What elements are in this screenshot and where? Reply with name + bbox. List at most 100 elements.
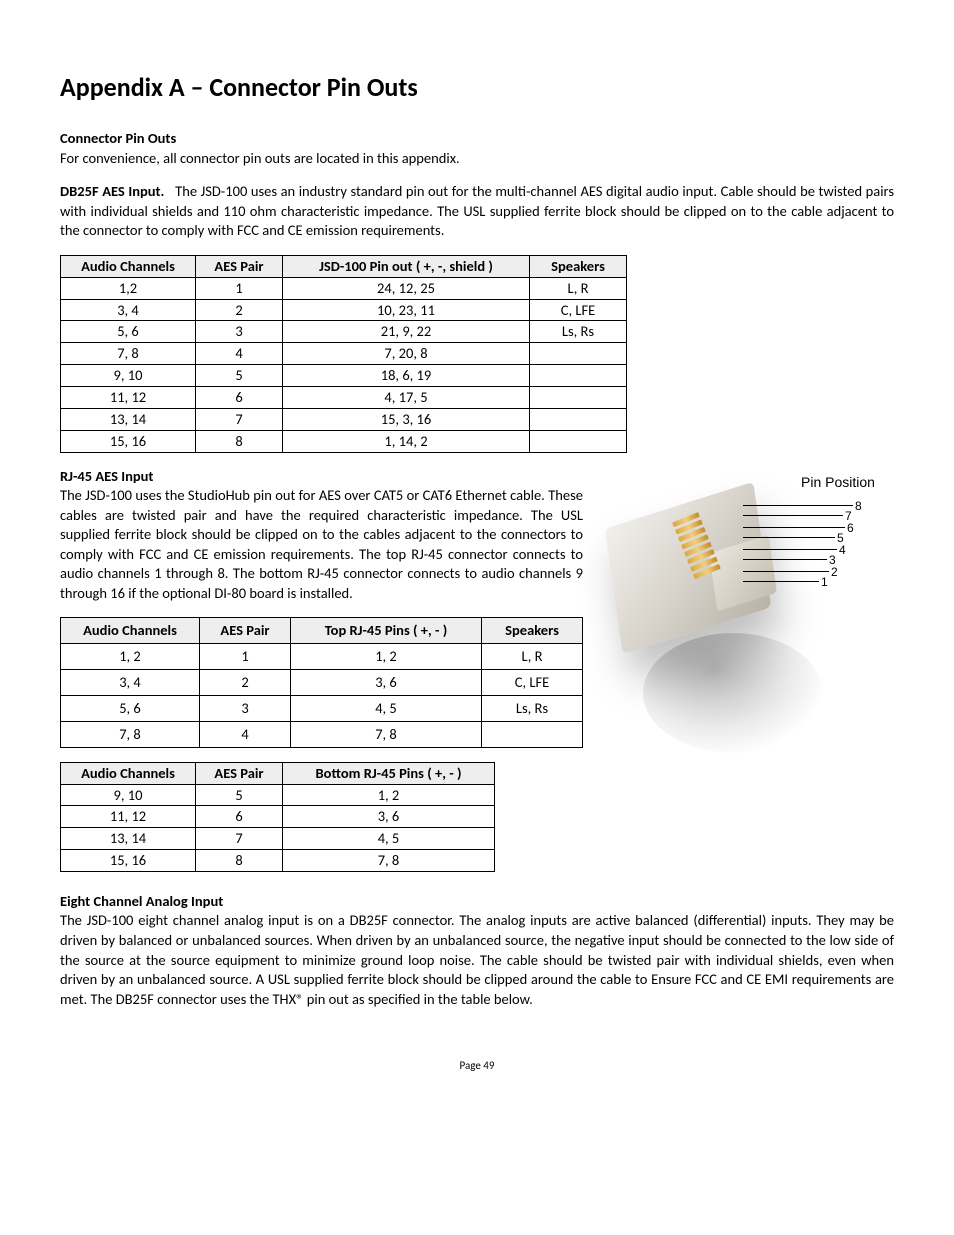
table-cell: 4 <box>196 343 283 365</box>
table-cell: 11, 12 <box>61 386 196 408</box>
table-row: 11, 1263, 6 <box>61 806 495 828</box>
table-row: 3, 423, 6C, LFE <box>61 670 583 696</box>
table-cell: 7, 8 <box>61 721 200 747</box>
table-cell: 8 <box>196 430 283 452</box>
table-cell: 4, 5 <box>283 828 495 850</box>
table-header: Audio Channels <box>61 618 200 644</box>
table-row: 1,2124, 12, 25L, R <box>61 277 627 299</box>
table-cell: 15, 3, 16 <box>283 408 530 430</box>
table-cell: 8 <box>196 850 283 872</box>
table-cell: 1, 2 <box>283 784 495 806</box>
table-cell: 1 <box>200 644 291 670</box>
table-cell: 7, 8 <box>61 343 196 365</box>
table-db25f: Audio ChannelsAES PairJSD-100 Pin out ( … <box>60 255 627 453</box>
table-cell: 24, 12, 25 <box>283 277 530 299</box>
table-row: 7, 847, 8 <box>61 721 583 747</box>
analog-heading: Eight Channel Analog Input <box>60 892 223 910</box>
table-cell: 9, 10 <box>61 365 196 387</box>
table-cell: L, R <box>530 277 627 299</box>
table-header: Speakers <box>530 255 627 277</box>
table-cell: 3, 4 <box>61 299 196 321</box>
table-row: 13, 1474, 5 <box>61 828 495 850</box>
connector-shadow <box>643 633 823 753</box>
pin-number: 7 <box>845 511 852 521</box>
page-number: Page 49 <box>60 1059 894 1074</box>
table-cell <box>530 365 627 387</box>
table-row: 9, 10518, 6, 19 <box>61 365 627 387</box>
table-header: AES Pair <box>200 618 291 644</box>
table-row: 13, 14715, 3, 16 <box>61 408 627 430</box>
table-cell: 6 <box>196 386 283 408</box>
table-cell: 4, 17, 5 <box>283 386 530 408</box>
table-cell <box>482 721 583 747</box>
rj45-heading: RJ-45 AES Input <box>60 467 153 485</box>
table-cell: L, R <box>482 644 583 670</box>
table-cell: 15, 16 <box>61 430 196 452</box>
rj45-text: The JSD-100 uses the StudioHub pin out f… <box>60 486 583 602</box>
table-cell: 1, 2 <box>291 644 482 670</box>
table-cell: 1, 14, 2 <box>283 430 530 452</box>
table-header: Audio Channels <box>61 762 196 784</box>
table-cell: 10, 23, 11 <box>283 299 530 321</box>
table-row: 9, 1051, 2 <box>61 784 495 806</box>
table-cell: 3, 4 <box>61 670 200 696</box>
analog-paragraph: Eight Channel Analog Input The JSD-100 e… <box>60 892 894 1009</box>
table-cell <box>530 343 627 365</box>
table-rj45-top: Audio ChannelsAES PairTop RJ-45 Pins ( +… <box>60 617 583 747</box>
table-header: AES Pair <box>196 255 283 277</box>
table-cell: 13, 14 <box>61 408 196 430</box>
table-cell: 9, 10 <box>61 784 196 806</box>
table-cell: 1, 2 <box>61 644 200 670</box>
table-cell: 4, 5 <box>291 695 482 721</box>
pin-number: 8 <box>855 501 862 511</box>
table-cell: 7, 8 <box>291 721 482 747</box>
table-header: Speakers <box>482 618 583 644</box>
table-header: Audio Channels <box>61 255 196 277</box>
table-cell: 3 <box>196 321 283 343</box>
table-cell: 5 <box>196 365 283 387</box>
table-row: 5, 634, 5Ls, Rs <box>61 695 583 721</box>
table-row: 3, 4210, 23, 11C, LFE <box>61 299 627 321</box>
intro-paragraph: Connector Pin Outs For convenience, all … <box>60 129 894 168</box>
table-cell: 5, 6 <box>61 321 196 343</box>
intro-text: For convenience, all connector pin outs … <box>60 149 460 167</box>
table-cell: 7 <box>196 408 283 430</box>
table-cell: 7 <box>196 828 283 850</box>
table-cell: 1 <box>196 277 283 299</box>
table-cell: 1,2 <box>61 277 196 299</box>
table-row: 15, 1687, 8 <box>61 850 495 872</box>
table-cell: 3 <box>200 695 291 721</box>
intro-heading: Connector Pin Outs <box>60 129 176 147</box>
table-rj45-bottom: Audio ChannelsAES PairBottom RJ-45 Pins … <box>60 762 495 872</box>
analog-text: The JSD-100 eight channel analog input i… <box>60 911 894 1007</box>
table-cell: 11, 12 <box>61 806 196 828</box>
table-cell: 15, 16 <box>61 850 196 872</box>
db25f-label: DB25F AES Input. <box>60 182 164 200</box>
rj45-connector-figure: Pin Position 87654321 <box>603 473 903 783</box>
pin-number: 3 <box>829 555 836 565</box>
table-row: 15, 1681, 14, 2 <box>61 430 627 452</box>
table-cell: 6 <box>196 806 283 828</box>
pin-position-label: Pin Position <box>801 473 875 492</box>
table-cell: 2 <box>196 299 283 321</box>
table-cell: 2 <box>200 670 291 696</box>
table-row: 5, 6321, 9, 22Ls, Rs <box>61 321 627 343</box>
table-cell <box>530 430 627 452</box>
table-cell: 7, 8 <box>283 850 495 872</box>
table-header: JSD-100 Pin out ( +, -, shield ) <box>283 255 530 277</box>
table-header: Top RJ-45 Pins ( +, - ) <box>291 618 482 644</box>
table-cell <box>530 408 627 430</box>
pin-number: 5 <box>837 533 844 543</box>
table-cell: 5, 6 <box>61 695 200 721</box>
table-cell: C, LFE <box>530 299 627 321</box>
page-title: Appendix A – Connector Pin Outs <box>60 70 894 105</box>
table-cell: 18, 6, 19 <box>283 365 530 387</box>
table-header: AES Pair <box>196 762 283 784</box>
pin-number: 2 <box>831 567 838 577</box>
table-cell: 7, 20, 8 <box>283 343 530 365</box>
pin-number: 1 <box>821 577 828 587</box>
table-row: 1, 211, 2L, R <box>61 644 583 670</box>
table-cell: 4 <box>200 721 291 747</box>
table-cell: Ls, Rs <box>482 695 583 721</box>
table-cell: 3, 6 <box>291 670 482 696</box>
